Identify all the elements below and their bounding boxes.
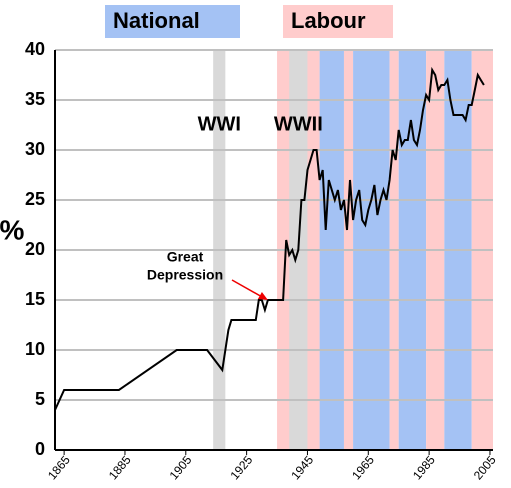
y-tick-label: 35 (25, 89, 45, 109)
annotation-text: Depression (147, 267, 223, 283)
y-tick-label: 40 (25, 39, 45, 59)
y-tick-label: 5 (35, 389, 45, 409)
x-tick-label: 2005 (471, 453, 499, 483)
war-label: WWII (274, 113, 323, 135)
x-tick-label: 1905 (167, 453, 195, 483)
x-tick-label: 1965 (349, 453, 377, 483)
legend-swatch (283, 5, 393, 38)
y-tick-label: 15 (25, 289, 45, 309)
y-tick-label: 30 (25, 139, 45, 159)
y-tick-label: 0 (35, 439, 45, 459)
legend-label: Labour (291, 8, 366, 33)
x-tick-label: 1925 (227, 453, 255, 483)
legend-swatch (105, 5, 240, 38)
legend-label: National (113, 8, 200, 33)
y-tick-label: 25 (25, 189, 45, 209)
x-tick-label: 1945 (288, 453, 316, 483)
y-tick-label: 10 (25, 339, 45, 359)
data-line (54, 66, 485, 411)
y-tick-label: 20 (25, 239, 45, 259)
war-label: WWI (198, 113, 241, 135)
x-tick-label: 1865 (45, 453, 73, 483)
x-tick-label: 1885 (106, 453, 134, 483)
annotation-arrowhead (257, 292, 268, 300)
annotation-text: Great (167, 249, 204, 265)
y-axis-label: % (0, 214, 25, 245)
annotation-arrow (231, 279, 265, 299)
x-tick-label: 1985 (410, 453, 438, 483)
